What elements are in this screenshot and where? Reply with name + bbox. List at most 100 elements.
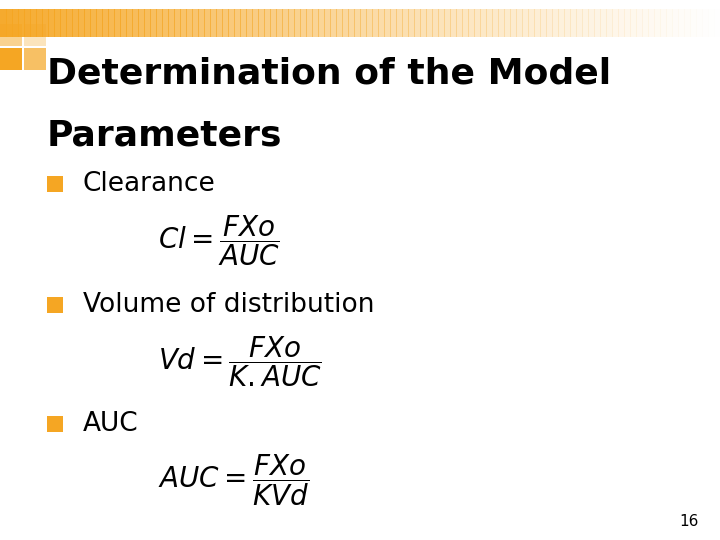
Bar [372, 9, 379, 37]
Text: 16: 16 [679, 514, 698, 529]
Bar [630, 9, 636, 37]
Bar [228, 9, 235, 37]
Bar [702, 9, 708, 37]
Bar [288, 9, 294, 37]
Bar [666, 9, 672, 37]
Bar [30, 9, 37, 37]
Bar [252, 9, 258, 37]
Bar [522, 9, 528, 37]
Bar [72, 9, 78, 37]
Text: $\mathit{Vd = \dfrac{FXo}{K.AUC}}$: $\mathit{Vd = \dfrac{FXo}{K.AUC}}$ [158, 334, 322, 389]
Bar [402, 9, 409, 37]
Bar [246, 9, 253, 37]
Bar [348, 9, 355, 37]
Bar [618, 9, 625, 37]
Bar [390, 9, 397, 37]
Bar [90, 9, 96, 37]
Bar [672, 9, 679, 37]
Bar [47, 176, 63, 192]
Bar [150, 9, 157, 37]
Bar [47, 416, 63, 432]
Bar [138, 9, 145, 37]
Bar [84, 9, 91, 37]
Bar [96, 9, 103, 37]
Bar [240, 9, 247, 37]
Bar [192, 9, 199, 37]
Bar [234, 9, 240, 37]
Bar [540, 9, 546, 37]
Bar [12, 9, 19, 37]
Bar [600, 9, 607, 37]
Bar [456, 9, 463, 37]
Bar [186, 9, 193, 37]
Bar [510, 9, 517, 37]
Bar [156, 9, 163, 37]
Bar [684, 9, 690, 37]
Bar [564, 9, 571, 37]
Bar [468, 9, 474, 37]
Text: AUC: AUC [83, 411, 138, 437]
Bar [126, 9, 132, 37]
Bar [486, 9, 492, 37]
Bar [198, 9, 204, 37]
Bar [342, 9, 348, 37]
Bar [606, 9, 613, 37]
Bar [6, 9, 13, 37]
Bar [552, 9, 559, 37]
Bar [330, 9, 337, 37]
Bar [306, 9, 312, 37]
Bar [162, 9, 168, 37]
Bar [480, 9, 487, 37]
Bar [426, 9, 433, 37]
Bar [324, 9, 330, 37]
Bar [492, 9, 499, 37]
Bar [624, 9, 631, 37]
Bar [312, 9, 319, 37]
Bar [438, 9, 445, 37]
Bar [258, 9, 265, 37]
Bar [378, 9, 384, 37]
Bar [474, 9, 481, 37]
Bar [450, 9, 456, 37]
Bar [102, 9, 109, 37]
Bar [66, 9, 73, 37]
Bar [432, 9, 438, 37]
Bar [78, 9, 85, 37]
Bar [222, 9, 229, 37]
Bar [546, 9, 553, 37]
Bar [594, 9, 600, 37]
Bar [0, 9, 6, 37]
Bar [210, 9, 217, 37]
Bar [690, 9, 697, 37]
Bar [444, 9, 451, 37]
Bar [648, 9, 654, 37]
Bar [270, 9, 276, 37]
Bar [282, 9, 289, 37]
Bar [24, 9, 31, 37]
Bar [636, 9, 643, 37]
Bar [132, 9, 139, 37]
Bar [528, 9, 535, 37]
Bar [18, 9, 24, 37]
Bar [360, 9, 366, 37]
Bar [42, 9, 49, 37]
Bar [696, 9, 703, 37]
Bar [47, 297, 63, 313]
Bar [114, 9, 121, 37]
Bar [516, 9, 523, 37]
Bar [366, 9, 373, 37]
Bar [48, 9, 55, 37]
Text: Parameters: Parameters [47, 119, 282, 153]
Bar [24, 48, 45, 70]
Bar [300, 9, 307, 37]
Bar [24, 24, 45, 46]
Bar [36, 9, 42, 37]
Bar [336, 9, 343, 37]
Text: $\mathit{Cl = \dfrac{FXo}{AUC}}$: $\mathit{Cl = \dfrac{FXo}{AUC}}$ [158, 213, 280, 268]
Text: $\mathit{AUC = \dfrac{FXo}{KVd}}$: $\mathit{AUC = \dfrac{FXo}{KVd}}$ [158, 453, 310, 509]
Bar [504, 9, 510, 37]
Bar [180, 9, 186, 37]
Bar [588, 9, 595, 37]
Bar [534, 9, 541, 37]
Bar [654, 9, 661, 37]
